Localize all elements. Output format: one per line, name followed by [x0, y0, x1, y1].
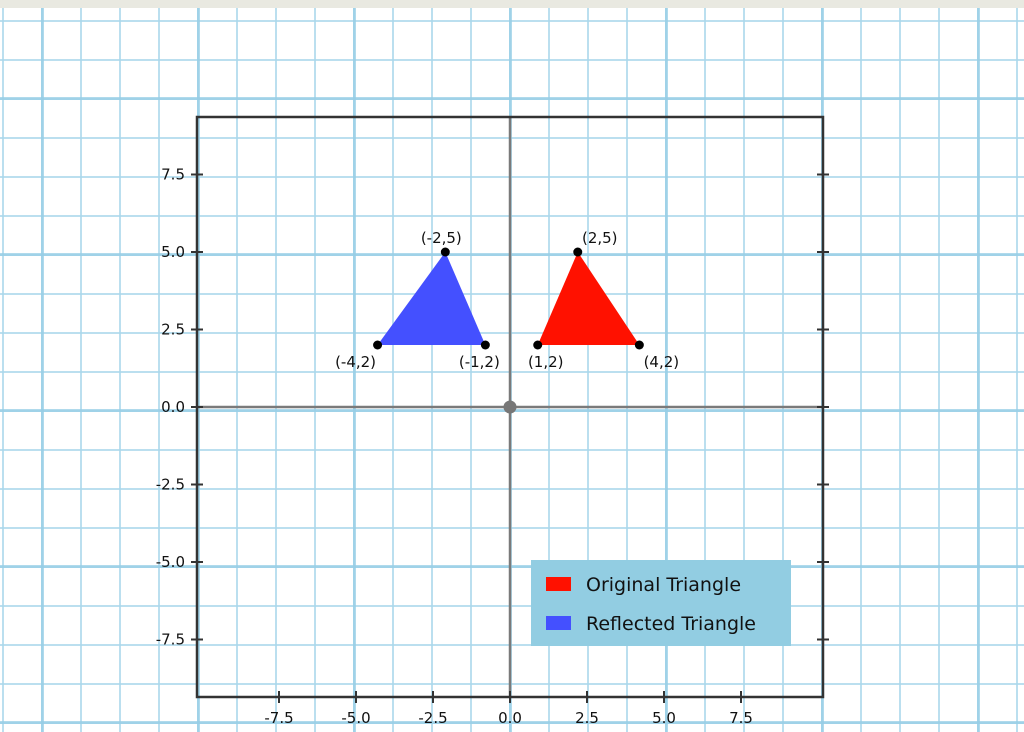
graph-paper-background	[0, 8, 1024, 732]
vertex-point	[533, 340, 543, 350]
legend-label: Original Triangle	[586, 574, 741, 596]
legend-label: Reflected Triangle	[586, 613, 756, 635]
legend-swatch	[546, 616, 571, 630]
y-tick-label: 5.0	[161, 243, 185, 261]
vertex-label: (2,5)	[582, 229, 618, 247]
origin-marker	[503, 400, 517, 414]
triangle-original	[537, 252, 640, 345]
x-tick-label: -2.5	[418, 709, 447, 727]
x-tick-label: -5.0	[341, 709, 370, 727]
vertex-label: (-1,2)	[459, 353, 500, 371]
y-tick-label: -2.5	[156, 476, 185, 494]
vertex-label: (1,2)	[528, 353, 564, 371]
y-tick-label: 7.5	[161, 166, 185, 184]
vertex-point	[480, 340, 490, 350]
y-tick-label: 2.5	[161, 321, 185, 339]
vertex-label: (4,2)	[644, 353, 680, 371]
vertex-label: (-2,5)	[421, 229, 462, 247]
vertex-point	[573, 247, 583, 257]
legend-swatch	[546, 577, 571, 591]
y-tick-label: -7.5	[156, 631, 185, 649]
vertex-point	[440, 247, 450, 257]
x-tick-label: -7.5	[264, 709, 293, 727]
x-tick-label: 2.5	[575, 709, 599, 727]
x-tick-label: 0.0	[498, 709, 522, 727]
vertex-point	[373, 340, 383, 350]
vertex-label: (-4,2)	[335, 353, 376, 371]
y-tick-label: -5.0	[156, 553, 185, 571]
top-strip	[0, 0, 1024, 8]
vertex-point	[634, 340, 644, 350]
y-tick-label: 0.0	[161, 398, 185, 416]
x-tick-label: 7.5	[729, 709, 753, 727]
legend-box	[531, 560, 791, 646]
x-tick-label: 5.0	[652, 709, 676, 727]
triangle-reflected	[377, 252, 486, 345]
